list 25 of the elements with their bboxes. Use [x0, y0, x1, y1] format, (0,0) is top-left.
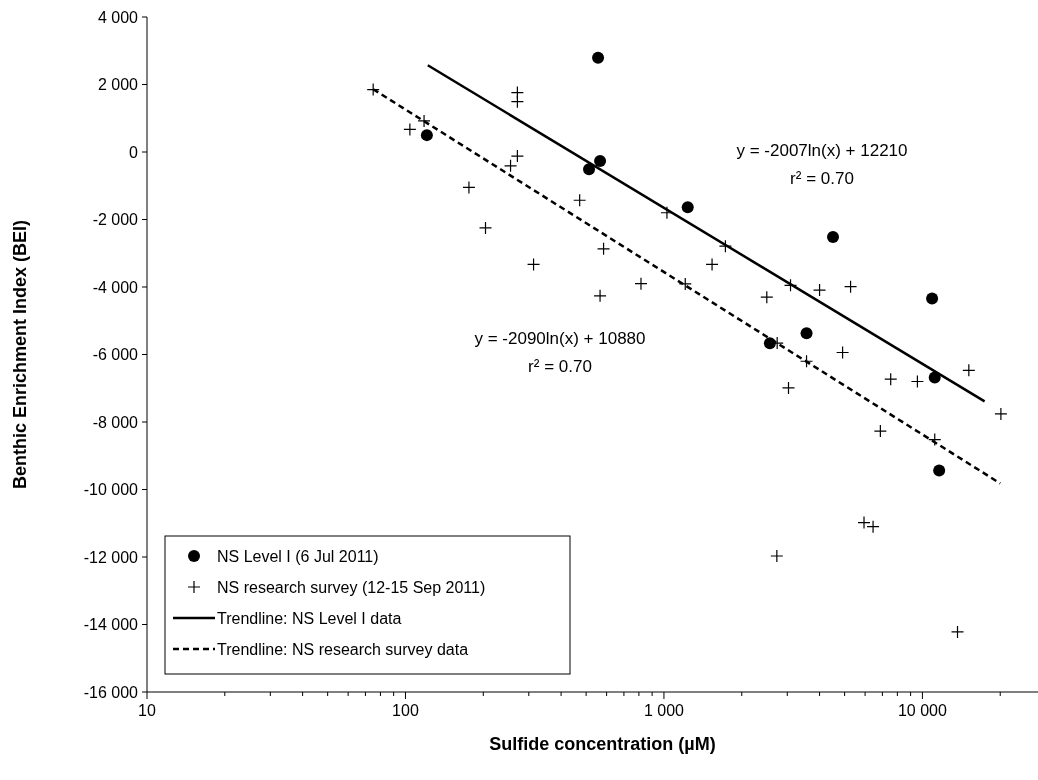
y-tick-label: -8 000 [92, 413, 139, 431]
legend-label: NS Level I (6 Jul 2011) [217, 547, 379, 565]
annotation: y = -2007ln(x) + 12210 [736, 140, 908, 160]
y-tick-label: -16 000 [83, 683, 139, 701]
y-tick-label: -2 000 [92, 211, 139, 228]
legend-label: Trendline: NS Level I data [217, 609, 402, 627]
annotation: r² = 0.70 [528, 356, 592, 376]
y-tick-label: 2 000 [97, 76, 139, 93]
y-tick-label: -4 000 [92, 278, 139, 296]
legend-label: NS research survey (12-15 Sep 2011) [217, 578, 486, 596]
x-axis-title: Sulfide concentration (µM) [489, 734, 716, 754]
y-tick-label: -12 000 [83, 548, 139, 566]
y-tick-label: 0 [129, 143, 139, 161]
y-tick-label: -6 000 [92, 346, 139, 363]
annotation: r² = 0.70 [790, 168, 854, 188]
y-tick-label: -10 000 [83, 481, 139, 498]
x-tick-label: 10 000 [897, 702, 947, 719]
x-tick-label: 10 [138, 702, 156, 719]
y-tick-label: -14 000 [83, 616, 139, 633]
legend-label: Trendline: NS research survey data [217, 640, 469, 658]
y-axis-title: Benthic Enrichment Index (BEI) [10, 219, 30, 490]
x-tick-label: 100 [392, 702, 419, 719]
x-tick-label: 1 000 [643, 702, 685, 719]
y-tick-label: 4 000 [97, 8, 139, 26]
annotation: y = -2090ln(x) + 10880 [474, 328, 646, 348]
